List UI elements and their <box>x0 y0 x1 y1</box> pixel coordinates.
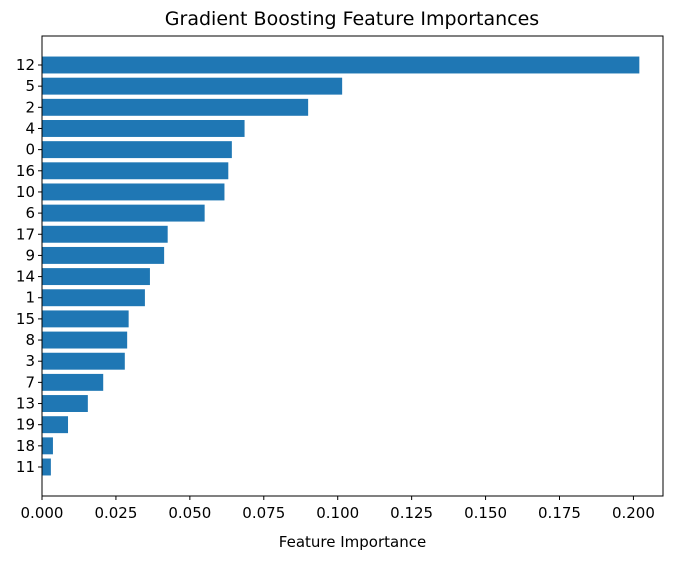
x-tick-label: 0.125 <box>390 504 433 522</box>
y-tick-label: 13 <box>16 395 35 413</box>
bar-feature-11 <box>42 458 51 476</box>
bar-feature-4 <box>42 120 245 137</box>
x-tick-label: 0.050 <box>168 504 211 522</box>
bar-feature-0 <box>42 141 232 159</box>
bar-feature-3 <box>42 352 125 370</box>
bar-feature-9 <box>42 246 165 264</box>
bar-feature-12 <box>42 56 640 74</box>
bar-feature-10 <box>42 183 225 201</box>
x-tick-label: 0.025 <box>94 504 137 522</box>
x-tick-label: 0.175 <box>538 504 581 522</box>
y-tick-label: 15 <box>16 310 35 328</box>
y-tick-label: 10 <box>16 183 35 201</box>
bar-feature-6 <box>42 204 205 222</box>
bar-feature-13 <box>42 395 88 412</box>
x-axis-ticks: 0.000 0.025 0.050 0.075 0.100 0.125 0.150 0.175… <box>21 496 655 522</box>
x-tick-label: 0.200 <box>612 504 655 522</box>
x-tick-label: 0.150 <box>464 504 507 522</box>
y-tick-label: 12 <box>16 56 35 74</box>
chart-title: Gradient Boosting Feature Importances <box>165 8 539 30</box>
y-tick-label: 14 <box>16 268 35 286</box>
bars-group <box>42 56 640 476</box>
y-tick-label: 18 <box>16 437 35 455</box>
y-tick-label: 5 <box>25 77 35 95</box>
plot-frame <box>41 35 664 497</box>
bar-feature-2 <box>42 98 309 116</box>
y-tick-label: 1 <box>25 289 35 307</box>
x-axis-label: Feature Importance <box>279 533 426 551</box>
bar-feature-15 <box>42 310 129 328</box>
y-tick-label: 17 <box>16 225 35 243</box>
y-tick-label: 7 <box>25 373 35 391</box>
bar-feature-14 <box>42 268 150 286</box>
x-tick-label: 0.000 <box>21 504 64 522</box>
bar-feature-17 <box>42 225 168 243</box>
bar-feature-8 <box>42 331 128 349</box>
bar-feature-5 <box>42 77 343 95</box>
y-tick-label: 8 <box>25 331 35 349</box>
y-tick-label: 19 <box>16 416 35 434</box>
bar-feature-7 <box>42 373 104 391</box>
y-axis-ticks: 12 5 2 4 0 16 10 6 17 9 14 1 15 8 3 7 13 19 18 11 <box>16 56 42 476</box>
x-tick-label: 0.075 <box>242 504 285 522</box>
bar-feature-19 <box>42 416 69 434</box>
y-tick-label: 4 <box>25 119 35 137</box>
x-tick-label: 0.100 <box>316 504 359 522</box>
bar-feature-16 <box>42 162 229 180</box>
bar-feature-18 <box>42 437 53 455</box>
y-tick-label: 11 <box>16 458 35 476</box>
y-tick-label: 6 <box>25 204 35 222</box>
y-tick-label: 9 <box>25 246 35 264</box>
y-tick-label: 16 <box>16 162 35 180</box>
bar-feature-1 <box>42 289 145 307</box>
y-tick-label: 3 <box>25 352 35 370</box>
y-tick-label: 0 <box>25 141 35 159</box>
y-tick-label: 2 <box>25 98 35 116</box>
